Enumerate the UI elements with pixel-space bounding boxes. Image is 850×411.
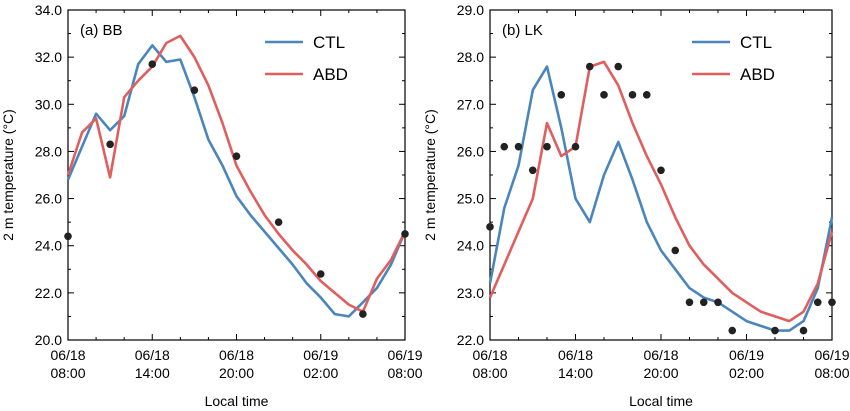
plot-frame [67,9,406,341]
observation-point [401,230,409,238]
observation-point [699,298,708,307]
series-line-abd [488,60,834,323]
y-tick-label: 26.0 [457,143,484,159]
series-line-ctl [488,65,834,332]
y-tick-label: 25.0 [457,191,484,207]
observation-point [771,326,779,335]
observation-point [813,298,822,307]
x-tick-label-date: 06/18 [50,347,85,363]
x-tick-label-time: 02:00 [303,365,338,381]
y-tick-label: 20.0 [35,332,62,348]
observation-point [671,246,680,255]
observation-point [359,310,367,318]
y-tick-label: 22.0 [457,332,484,348]
x-tick-label-time: 14:00 [558,365,593,381]
x-tick-label-date: 06/18 [135,347,170,363]
observation-point [528,166,537,175]
y-tick-label: 29.0 [457,2,484,18]
observation-point [190,86,199,94]
legend-label-ctl: CTL [740,33,772,52]
observation-point [828,298,836,307]
observation-point [148,60,157,69]
x-tick-label-date: 06/19 [303,347,338,363]
observation-point [685,298,694,307]
observation-point [316,270,325,278]
y-axis-title: 2 m temperature (°C) [422,109,438,241]
observation-point [657,166,665,175]
x-tick-label-date: 06/18 [558,347,593,363]
observation-point [274,218,283,226]
x-tick-label-date: 06/18 [472,347,507,363]
observation-point [600,91,608,99]
observation-point [500,142,509,151]
x-tick-label-date: 06/18 [643,347,678,363]
plot-frame [489,9,833,341]
observation-point [585,62,594,71]
y-tick-label: 27.0 [457,96,484,112]
panel-lk: 22.0 23.0 24.0 25.0 26.0 27.0 28.0 29.0 06/18 08:… [422,2,850,409]
y-tick-label: 26.0 [35,191,62,207]
y-tick-label: 24.0 [457,238,484,254]
panel-label: (b) LK [502,22,543,39]
x-tick-label-date: 06/19 [814,347,849,363]
x-tick-label-time: 08:00 [387,365,422,381]
x-tick-label-time: 20:00 [643,365,678,381]
observation-point [714,298,722,307]
x-axis-title: Local time [205,393,269,409]
y-tick-label: 30.0 [35,96,62,112]
panel-bb: 20.0 22.0 24.0 26.0 28.0 30.0 32.0 34.0 06/18 08:… [0,2,423,409]
y-tick-label: 24.0 [35,238,62,254]
x-tick-label-date: 06/19 [387,347,422,363]
y-tick-label: 32.0 [35,49,62,65]
y-tick-label: 34.0 [35,2,62,18]
legend-label-ctl: CTL [313,33,345,52]
observation-point [799,326,808,335]
observation-point [728,326,737,335]
legend-label-abd: ABD [313,65,348,84]
series-line-ctl [66,44,407,318]
observation-point [64,232,72,241]
y-axis-title: 2 m temperature (°C) [0,109,16,241]
y-tick-label: 22.0 [35,285,62,301]
x-tick-label-date: 06/19 [729,347,764,363]
observation-point [486,223,494,231]
observation-point [543,142,551,151]
observation-point [514,142,523,151]
x-tick-label-time: 20:00 [219,365,254,381]
observation-point [628,91,637,99]
x-tick-label-time: 08:00 [472,365,507,381]
observation-point [557,91,566,99]
y-tick-label: 28.0 [35,143,62,159]
series-line-abd [66,34,407,313]
legend-label-abd: ABD [740,65,775,84]
x-tick-label-date: 06/18 [219,347,254,363]
x-tick-label-time: 02:00 [729,365,764,381]
observation-point [571,142,580,151]
y-tick-label: 23.0 [457,285,484,301]
observation-point [642,91,651,99]
x-axis-title: Local time [629,393,693,409]
observation-point [232,152,241,160]
panel-label: (a) BB [80,22,123,39]
observation-point [614,62,623,71]
x-tick-label-time: 08:00 [814,365,849,381]
x-tick-label-time: 14:00 [135,365,170,381]
x-tick-label-time: 08:00 [50,365,85,381]
y-tick-label: 28.0 [457,49,484,65]
observation-point [106,140,114,149]
